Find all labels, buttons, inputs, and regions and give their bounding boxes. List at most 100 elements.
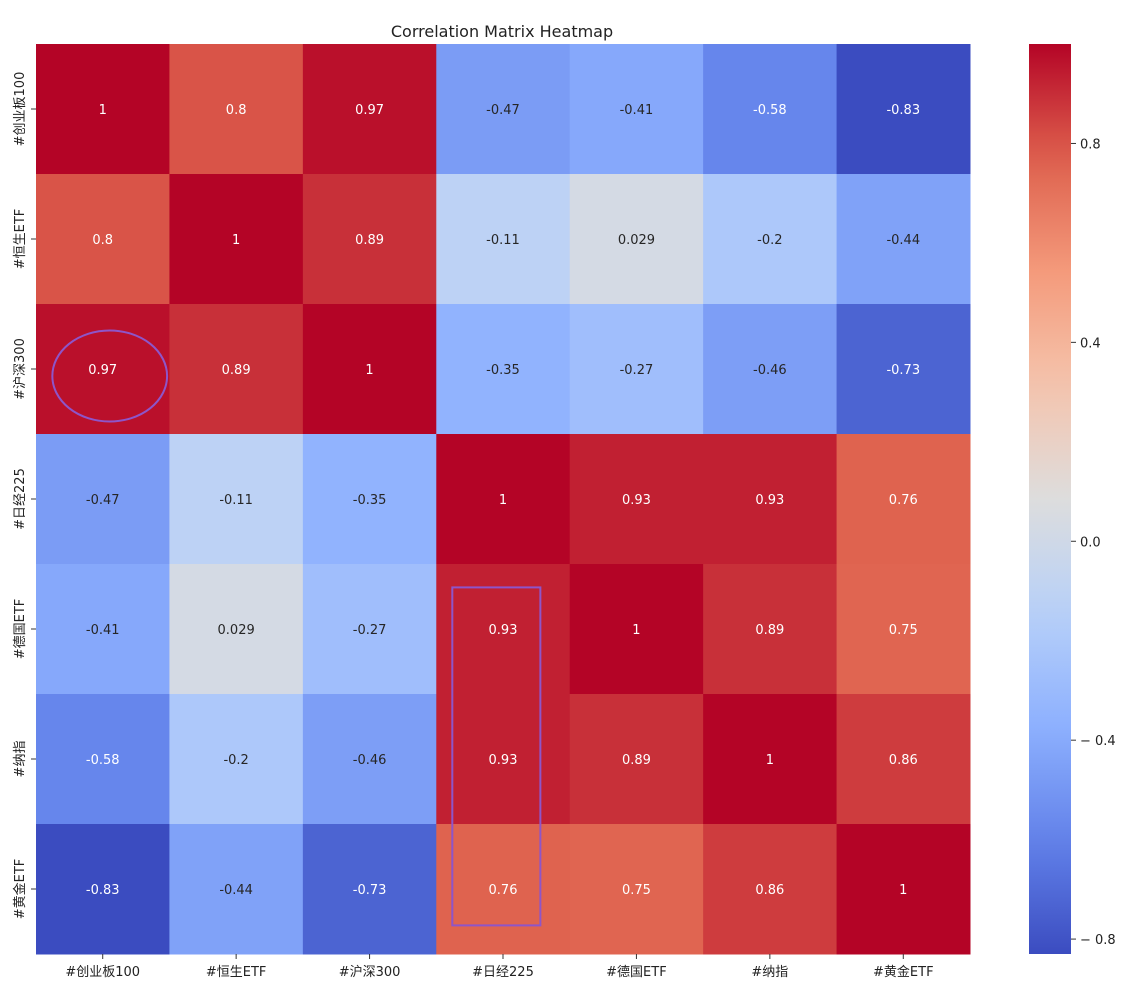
cell-value-label-5-4: 0.89 (622, 753, 651, 768)
cell-value-label-4-0: -0.41 (86, 623, 120, 638)
colorbar-tick-label-4: − 0.8 (1080, 933, 1116, 948)
x-tick-label-6: #黄金ETF (873, 964, 934, 980)
heatmap-cell-5-0 (36, 694, 170, 825)
y-tick-label-3: #日经225 (13, 468, 28, 530)
heatmap-cell-2-1 (169, 304, 304, 435)
cell-value-label-0-5: -0.58 (753, 103, 787, 118)
y-tick-label-4: #德国ETF (13, 599, 28, 660)
heatmap-cell-6-0 (36, 824, 170, 955)
cell-value-label-1-4: 0.029 (618, 233, 655, 248)
heatmap-cell-5-2 (302, 694, 437, 825)
heatmap-cell-6-1 (169, 824, 304, 955)
cell-value-label-5-3: 0.93 (489, 753, 518, 768)
heatmap-cell-4-3 (436, 564, 571, 695)
x-tick-label-4: #德国ETF (606, 965, 667, 980)
heatmap-cell-2-0 (36, 304, 170, 435)
cell-value-label-6-6: 1 (899, 883, 907, 898)
heatmap-cell-1-6 (836, 174, 971, 305)
y-tick-label-2: #沪深300 (12, 338, 28, 400)
x-tick-label-3: #日经225 (472, 965, 534, 980)
cell-value-label-1-2: 0.89 (355, 233, 384, 248)
heatmap-cell-3-1 (169, 434, 304, 565)
x-tick-label-1: #恒生ETF (206, 965, 267, 980)
heatmap-cell-3-3 (436, 434, 571, 565)
heatmap-cell-3-0 (36, 434, 170, 565)
cell-value-label-4-5: 0.89 (755, 623, 784, 638)
x-tick-label-0: #创业板100 (65, 965, 140, 980)
cell-value-label-3-5: 0.93 (755, 493, 784, 508)
heatmap-cell-4-2 (302, 564, 437, 695)
cell-value-label-1-6: -0.44 (886, 233, 920, 248)
heatmap-cell-0-3 (436, 44, 571, 175)
cell-value-label-3-6: 0.76 (889, 493, 918, 508)
heatmap-cell-4-0 (36, 564, 170, 695)
cell-value-label-0-6: -0.83 (886, 103, 920, 118)
cell-value-label-6-4: 0.75 (622, 883, 651, 898)
cell-value-label-6-3: 0.76 (489, 883, 518, 898)
cell-value-label-3-3: 1 (499, 493, 507, 508)
chart-title: Correlation Matrix Heatmap (391, 22, 613, 41)
heatmap-cell-6-2 (302, 824, 437, 955)
heatmap-cell-1-4 (569, 174, 704, 305)
annotation-rectangle (451, 586, 542, 927)
heatmap-cell-5-4 (569, 694, 704, 825)
cell-value-label-4-2: -0.27 (353, 623, 387, 638)
heatmap-cell-4-4 (569, 564, 704, 695)
cell-value-label-0-1: 0.8 (226, 103, 247, 118)
cell-value-label-5-0: -0.58 (86, 753, 120, 768)
heatmap-cell-0-4 (569, 44, 704, 175)
heatmap-cell-5-3 (436, 694, 571, 825)
cell-value-label-3-0: -0.47 (86, 493, 120, 508)
cell-value-label-4-4: 1 (632, 623, 640, 638)
heatmap-cell-2-4 (569, 304, 704, 435)
heatmap-cell-2-3 (436, 304, 571, 435)
heatmap-cell-1-1 (169, 174, 304, 305)
heatmap-cell-0-1 (169, 44, 304, 175)
heatmap-cell-1-5 (703, 174, 838, 305)
heatmap-cell-0-0 (36, 44, 170, 175)
heatmap-cell-5-6 (836, 694, 971, 825)
heatmap-cell-2-2 (302, 304, 437, 435)
cell-value-label-2-3: -0.35 (486, 363, 520, 378)
heatmap-cell-4-1 (169, 564, 304, 695)
cell-value-label-2-4: -0.27 (620, 363, 654, 378)
heatmap-cell-0-5 (703, 44, 838, 175)
heatmap-cell-3-2 (302, 434, 437, 565)
heatmap-cell-1-3 (436, 174, 571, 305)
cell-value-label-2-2: 1 (365, 363, 373, 378)
cell-value-label-2-0: 0.97 (88, 363, 117, 378)
cell-value-label-6-0: -0.83 (86, 883, 120, 898)
cell-value-label-1-3: -0.11 (486, 233, 520, 248)
cell-value-label-1-0: 0.8 (92, 233, 113, 248)
heatmap-cell-6-6 (836, 824, 971, 955)
cell-value-label-3-4: 0.93 (622, 493, 651, 508)
heatmap-cell-3-4 (569, 434, 704, 565)
heatmap-cell-4-6 (836, 564, 971, 695)
heatmap-cell-3-6 (836, 434, 971, 565)
cell-value-label-4-6: 0.75 (889, 623, 918, 638)
heatmap-cell-1-2 (302, 174, 437, 305)
heatmap-cell-5-1 (169, 694, 304, 825)
x-tick-label-2: #沪深300 (339, 964, 401, 980)
cell-value-label-4-1: 0.029 (218, 623, 255, 638)
cell-value-label-5-6: 0.86 (889, 753, 918, 768)
cell-value-label-3-2: -0.35 (353, 493, 387, 508)
y-tick-label-6: #黄金ETF (12, 859, 28, 920)
heatmap-cell-2-5 (703, 304, 838, 435)
cell-value-label-5-1: -0.2 (223, 753, 248, 768)
y-tick-label-0: #创业板100 (13, 72, 28, 147)
cell-value-label-5-5: 1 (766, 753, 774, 768)
colorbar-tick-label-2: 0.0 (1080, 535, 1101, 550)
heatmap-cell-3-5 (703, 434, 838, 565)
heatmap-cell-5-5 (703, 694, 838, 825)
colorbar-tick-label-3: − 0.4 (1080, 734, 1116, 749)
cell-value-label-6-2: -0.73 (353, 883, 387, 898)
x-tick-label-5: #纳指 (751, 965, 788, 980)
cell-value-label-1-1: 1 (232, 233, 240, 248)
y-tick-label-5: #纳指 (13, 741, 28, 778)
cell-value-label-1-5: -0.2 (757, 233, 782, 248)
heatmap-cell-0-2 (302, 44, 437, 175)
cell-value-label-5-2: -0.46 (353, 753, 387, 768)
cell-value-label-0-4: -0.41 (620, 103, 654, 118)
